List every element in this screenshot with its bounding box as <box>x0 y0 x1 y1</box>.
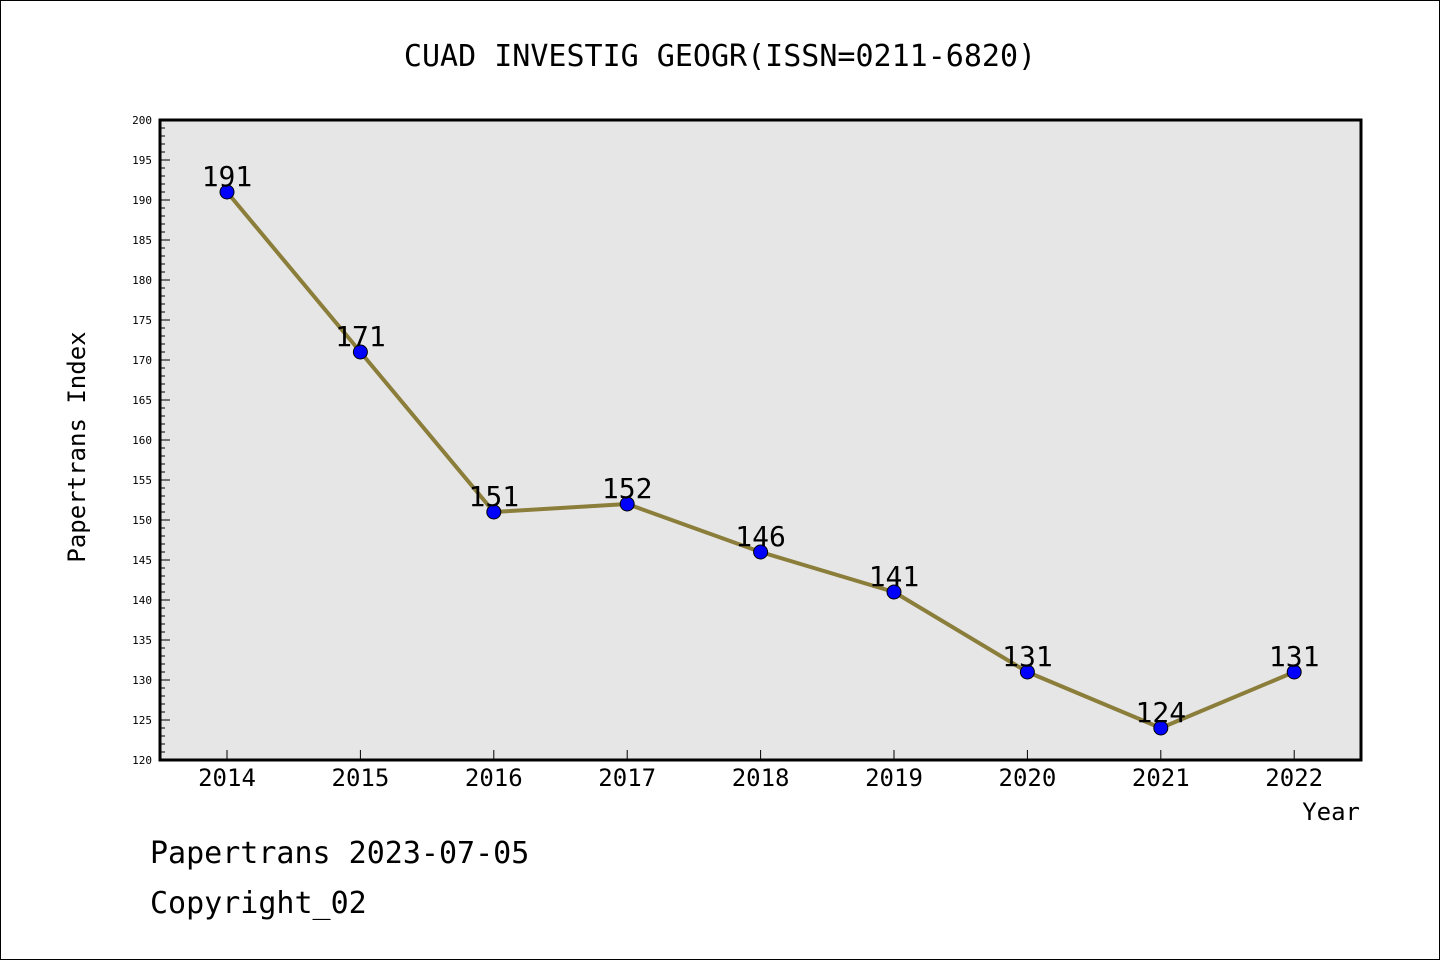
plot-area <box>158 118 1363 762</box>
data-label: 151 <box>469 480 520 513</box>
footer-copyright: Copyright_02 <box>150 886 367 921</box>
x-tick-label: 2020 <box>999 764 1057 792</box>
data-point <box>219 184 235 200</box>
x-tick-label: 2014 <box>198 764 256 792</box>
data-label: 141 <box>869 560 920 593</box>
y-tick-label: 180 <box>132 274 152 287</box>
data-point <box>619 496 635 512</box>
y-tick-label: 190 <box>132 194 152 207</box>
x-tick-label: 2015 <box>332 764 390 792</box>
y-axis-label: Papertrans Index <box>63 331 91 562</box>
data-point <box>1286 664 1302 680</box>
data-point <box>1019 664 1035 680</box>
y-tick-label: 135 <box>132 634 152 647</box>
data-label: 131 <box>1002 640 1053 673</box>
y-tick-label: 155 <box>132 474 152 487</box>
data-point <box>1153 720 1169 736</box>
x-axis-label: Year <box>1302 798 1360 826</box>
x-tick-label: 2022 <box>1265 764 1323 792</box>
y-axis: 120 125 130 135 140 145 150 155 160 165 170 175 180 1… <box>132 114 170 767</box>
data-label: 146 <box>735 520 786 553</box>
y-tick-label: 175 <box>132 314 152 327</box>
y-tick-label: 120 <box>132 754 152 767</box>
x-tick-label: 2018 <box>732 764 790 792</box>
data-label: 124 <box>1136 696 1187 729</box>
data-label: 131 <box>1269 640 1320 673</box>
data-point <box>753 544 769 560</box>
y-tick-label: 165 <box>132 394 152 407</box>
y-tick-label: 170 <box>132 354 152 367</box>
y-tick-label: 160 <box>132 434 152 447</box>
y-tick-label: 150 <box>132 514 152 527</box>
x-axis: 2014 2015 2016 2017 2018 2019 2020 2021 2022 <box>198 750 1323 792</box>
data-point <box>486 504 502 520</box>
series-layer: 191 171 151 152 146 141 131 124 131 <box>202 160 1320 736</box>
y-tick-label: 145 <box>132 554 152 567</box>
data-label: 191 <box>202 160 253 193</box>
data-label: 152 <box>602 472 653 505</box>
y-tick-label: 125 <box>132 714 152 727</box>
x-tick-label: 2021 <box>1132 764 1190 792</box>
chart-title: CUAD INVESTIG GEOGR(ISSN=0211-6820) <box>404 39 1036 74</box>
x-tick-label: 2019 <box>865 764 923 792</box>
data-point <box>886 584 902 600</box>
x-tick-label: 2016 <box>465 764 523 792</box>
y-tick-label: 130 <box>132 674 152 687</box>
x-tick-label: 2017 <box>598 764 656 792</box>
footer-date: Papertrans 2023-07-05 <box>150 836 530 871</box>
data-point <box>352 344 368 360</box>
y-tick-label: 185 <box>132 234 152 247</box>
y-tick-label: 140 <box>132 594 152 607</box>
y-tick-label: 195 <box>132 154 152 167</box>
data-label: 171 <box>335 320 386 353</box>
y-tick-label: 200 <box>132 114 152 127</box>
